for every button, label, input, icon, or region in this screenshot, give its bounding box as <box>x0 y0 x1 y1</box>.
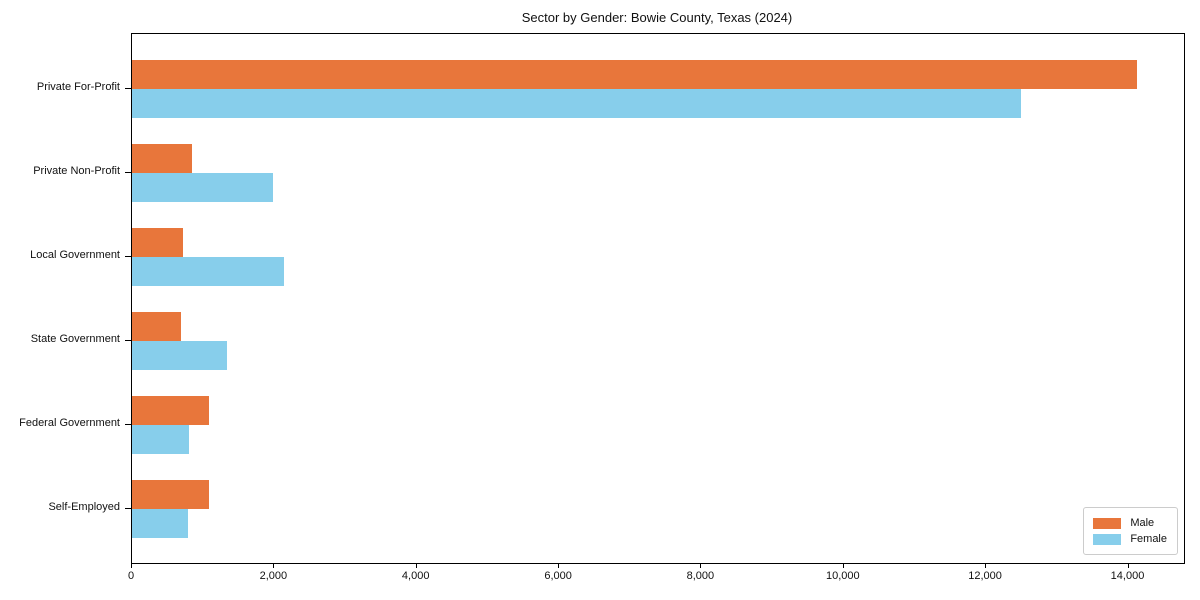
x-tick-label: 12,000 <box>968 570 1002 582</box>
x-tick-label: 6,000 <box>544 570 572 582</box>
legend-label-male: Male <box>1130 517 1155 529</box>
legend-swatch-male <box>1093 517 1122 529</box>
bar-male-5 <box>132 396 209 425</box>
y-tick <box>125 256 131 257</box>
bar-male-4 <box>132 312 182 341</box>
y-tick-label: Local Government <box>30 249 120 261</box>
legend-item-female: Female <box>1093 531 1167 547</box>
y-tick <box>125 508 131 509</box>
x-tick <box>558 563 560 568</box>
bar-male-2 <box>132 144 193 173</box>
legend-label-female: Female <box>1130 533 1167 545</box>
x-tick-label: 10,000 <box>825 570 860 582</box>
x-tick-label: 2,000 <box>259 570 288 582</box>
legend-item-male: Male <box>1093 515 1167 531</box>
y-tick <box>125 172 131 173</box>
legend-swatch-female <box>1093 533 1122 545</box>
bar-female-2 <box>132 173 273 202</box>
x-tick <box>1127 563 1129 568</box>
y-tick-label: State Government <box>30 333 120 345</box>
y-tick <box>125 424 131 425</box>
plot-area: Male Female <box>131 33 1185 564</box>
bar-female-4 <box>132 341 227 370</box>
x-tick <box>842 563 844 568</box>
bar-male-3 <box>132 228 183 257</box>
y-tick-label: Federal Government <box>19 417 120 429</box>
x-tick-label: 4,000 <box>401 570 430 582</box>
x-tick <box>415 563 417 568</box>
y-tick <box>125 340 131 341</box>
x-tick <box>700 563 702 568</box>
bar-male-6 <box>132 480 209 509</box>
x-tick <box>273 563 275 568</box>
x-tick <box>985 563 987 568</box>
y-tick-label: Private Non-Profit <box>33 165 120 177</box>
bar-female-5 <box>132 425 189 454</box>
x-tick-label: 14,000 <box>1110 570 1145 582</box>
bar-female-6 <box>132 509 189 538</box>
legend: Male Female <box>1083 507 1178 555</box>
x-tick <box>131 563 132 568</box>
bar-male-1 <box>132 60 1137 89</box>
bar-female-1 <box>132 89 1021 118</box>
x-tick-label: 0 <box>127 570 135 582</box>
chart-title: Sector by Gender: Bowie County, Texas (2… <box>521 10 793 25</box>
y-tick <box>125 88 131 89</box>
bar-female-3 <box>132 257 284 286</box>
y-tick-label: Self-Employed <box>48 501 120 513</box>
y-tick-label: Private For-Profit <box>36 81 120 93</box>
x-tick-label: 8,000 <box>686 570 715 582</box>
